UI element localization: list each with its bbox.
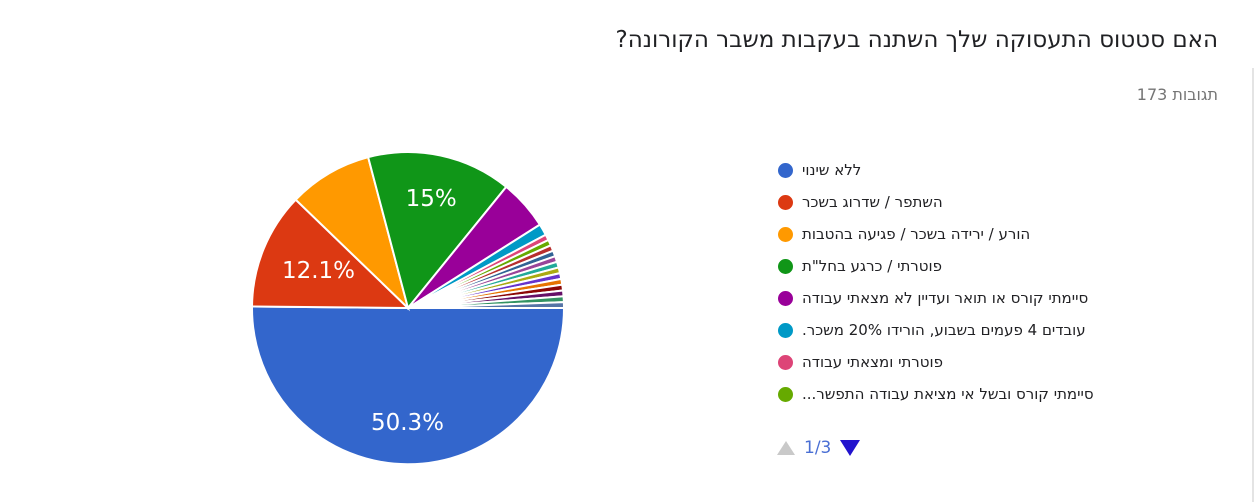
legend-swatch-icon <box>778 386 793 402</box>
legend-item-label: ללא שינוי <box>802 161 862 179</box>
legend-item: סיימתי קורס ובשל אי מציאת עבודה התפשר... <box>778 378 1094 410</box>
legend-item: עובדים 4 פעמים בשבוע, הורידו 20% משכר. <box>778 314 1094 346</box>
legend-swatch-icon <box>778 162 793 178</box>
legend-item: סיימתי קורס או תואר ועדיין לא מצאתי עבוד… <box>778 282 1094 314</box>
legend-item: פוטרתי ומצאתי עבודה <box>778 346 1094 378</box>
legend-swatch-icon <box>778 290 793 306</box>
legend-item: הורע / ירידה בשכר / פגיעה בהטבות <box>778 218 1094 250</box>
scrollbar[interactable] <box>1252 68 1254 502</box>
pie-slice-percentage-label: 50.3% <box>371 410 444 436</box>
legend-swatch-icon <box>778 322 793 338</box>
legend-swatch-icon <box>778 354 793 370</box>
legend: ללא שינוי השתפר / שדרוג בשכר הורע / ירידה … <box>778 154 1094 410</box>
responses-count: 173 תגובות <box>1136 85 1218 104</box>
pie-slice-percentage-label: 15% <box>406 186 457 212</box>
pie-slice[interactable] <box>294 155 410 312</box>
legend-item-label: סיימתי קורס או תואר ועדיין לא מצאתי עבוד… <box>802 289 1089 307</box>
legend-swatch-icon <box>778 194 793 210</box>
pie-chart-svg: 50.3% 12.1% 15% <box>251 151 566 466</box>
pie-chart: 50.3% 12.1% 15% <box>238 138 578 478</box>
pie-slice[interactable] <box>366 151 508 311</box>
legend-item-label: הורע / ירידה בשכר / פגיעה בהטבות <box>802 225 1031 243</box>
pie-slice[interactable] <box>251 305 566 466</box>
pie-slice-percentage-label: 12.1% <box>282 258 355 284</box>
pie-slice[interactable] <box>251 198 411 310</box>
legend-item-label: עובדים 4 פעמים בשבוע, הורידו 20% משכר. <box>802 321 1086 339</box>
legend-page-up-button[interactable] <box>777 441 795 455</box>
legend-swatch-icon <box>778 226 793 242</box>
legend-item-label: סיימתי קורס ובשל אי מציאת עבודה התפשר... <box>802 385 1094 403</box>
legend-page-down-button[interactable] <box>840 440 861 456</box>
legend-item: ללא שינוי <box>778 154 1094 186</box>
page-title: האם סטטוס התעסוקה שלך השתנה בעקבות משבר … <box>615 27 1218 53</box>
legend-item: השתפר / שדרוג בשכר <box>778 186 1094 218</box>
legend-page-indicator: 1/3 <box>804 438 832 458</box>
legend-swatch-icon <box>778 258 793 274</box>
legend-item: פוטרתי / כרגע בחל"ת <box>778 250 1094 282</box>
legend-item-label: פוטרתי / כרגע בחל"ת <box>802 257 942 275</box>
pie-slice[interactable] <box>407 301 566 309</box>
legend-item-label: פוטרתי ומצאתי עבודה <box>802 353 943 371</box>
legend-item-label: השתפר / שדרוג בשכר <box>802 193 943 211</box>
legend-pagination: 1/3 <box>777 438 861 458</box>
